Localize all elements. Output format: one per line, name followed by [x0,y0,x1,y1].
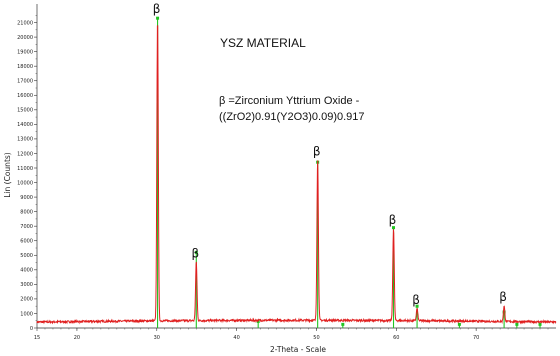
reference-marker [256,319,260,323]
reference-marker [538,322,542,326]
y-tick-label: 15000 [17,108,33,114]
y-tick-label: 0 [30,326,33,332]
x-tick-label: 30 [154,335,160,341]
peak-label: β [412,293,420,307]
y-tick-label: 18000 [17,64,33,70]
y-tick-label: 14000 [17,122,33,128]
y-axis-title: Lin (Counts) [3,152,12,198]
y-tick-label: 5000 [20,253,33,259]
y-tick-label: 4000 [20,268,33,274]
reference-marker [415,304,419,308]
reference-marker [502,310,506,314]
y-tick-label: 11000 [17,166,33,172]
reference-marker [194,250,198,254]
y-tick-label: 17000 [17,79,33,85]
x-axis-title: 2-Theta - Scale [270,345,326,354]
chart-title: YSZ MATERIAL [220,36,306,50]
y-tick-label: 20000 [17,35,33,41]
reference-marker [457,322,461,326]
peak-label: β [499,290,507,304]
axes-layer: 0 1000 2000 3000 4000 5000 6000 7000 8000 9000 100… [17,4,556,341]
y-tick-label: 16000 [17,93,33,99]
x-tick-label: 60 [393,335,399,341]
y-tick-label: 3000 [20,282,33,288]
peak-labels: β β β β β β [153,2,507,307]
y-tick-label: 13000 [17,137,33,143]
series-line [36,25,557,325]
y-tick-label: 1000 [20,311,33,317]
x-tick-label: 70 [473,335,479,341]
annotation-line-2: ((ZrO2)0.91(Y2O3)0.09)0.917 [219,111,365,123]
x-tick-label: 40 [233,335,239,341]
y-tick-label: 8000 [20,209,33,215]
peak-label: β [389,213,397,227]
peak-label: β [313,145,321,159]
x-tick-label: 50 [313,335,319,341]
y-tick-label: 6000 [20,239,33,245]
reference-marker [156,16,160,20]
reference-marker [392,226,396,230]
reference-marker [515,322,519,326]
annotation-line-1: β =Zirconium Yttrium Oxide - [219,95,360,107]
y-tick-label: 21000 [17,20,33,26]
reference-lines [156,16,542,328]
reference-marker [341,322,345,326]
y-tick-label: 10000 [17,180,33,186]
y-tick-label: 12000 [17,151,33,157]
y-tick-label: 7000 [20,224,33,230]
x-tick-label: 20 [74,335,80,341]
peak-label: β [191,247,199,261]
peak-label: β [153,2,161,16]
y-tick-label: 2000 [20,297,33,303]
y-tick-label: 9000 [20,195,33,201]
x-tick-label: 15 [34,335,40,341]
y-tick-label: 19000 [17,49,33,55]
